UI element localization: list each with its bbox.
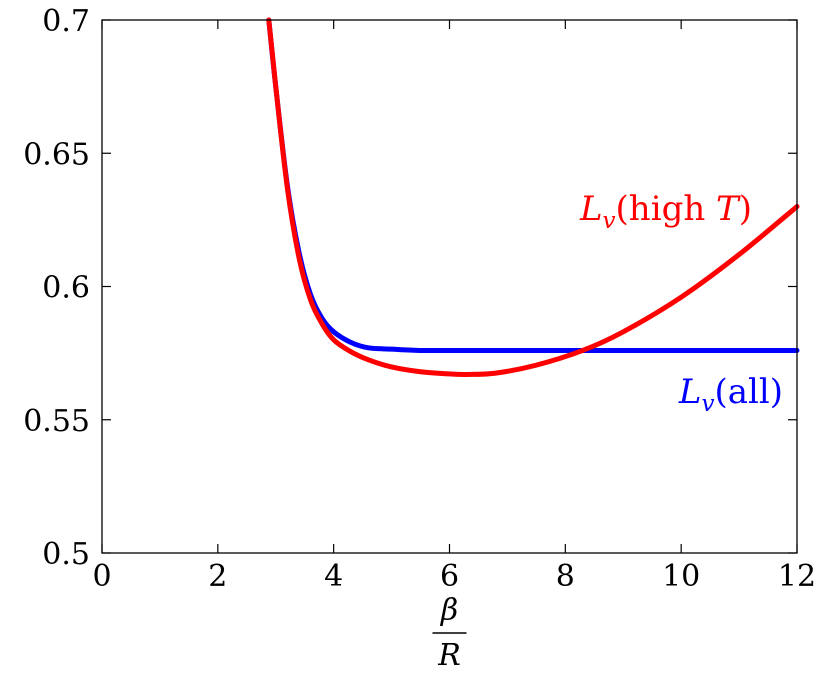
y-tick-label: 0.6: [42, 271, 90, 306]
series-label-high-t-symbol: L: [579, 189, 603, 229]
series-label-all-subscript: v: [701, 391, 714, 417]
x-tick-label: 2: [208, 559, 227, 594]
y-tick-label: 0.7: [42, 4, 90, 39]
y-tick-label: 0.5: [42, 537, 90, 572]
y-tick-label: 0.55: [23, 404, 90, 439]
plot-frame: [101, 19, 798, 554]
series-label-high-t-close: ): [739, 189, 752, 229]
x-axis-label-numerator: β: [440, 593, 458, 628]
series-label-high-t-italic: T: [716, 189, 741, 229]
series-line-all: [266, 17, 800, 354]
curves-layer: [266, 17, 800, 377]
x-tick-label: 6: [440, 559, 459, 594]
x-tick-label: 12: [778, 559, 816, 594]
series-line-high-t: [266, 17, 800, 377]
x-tick-label: 10: [662, 559, 700, 594]
series-label-high-t-text: (high: [616, 189, 717, 229]
x-tick-label: 0: [92, 559, 111, 594]
x-tick-label: 4: [324, 559, 343, 594]
series-label-all-symbol: L: [678, 372, 702, 412]
x-tick-label: 8: [556, 559, 575, 594]
x-axis-label: β R: [432, 593, 467, 673]
y-tick-label: 0.65: [23, 137, 90, 172]
labels-layer: 0 2 4 6 8 10 12 0.5 0.55 0.6 0.65 0.7: [23, 4, 816, 594]
x-axis-label-denominator: R: [437, 638, 461, 673]
series-label-all-text: (all): [714, 372, 783, 412]
series-label-high-t-subscript: v: [603, 208, 616, 234]
series-label-high-t: Lv(high T): [579, 189, 752, 234]
series-label-all: Lv(all): [678, 372, 783, 417]
